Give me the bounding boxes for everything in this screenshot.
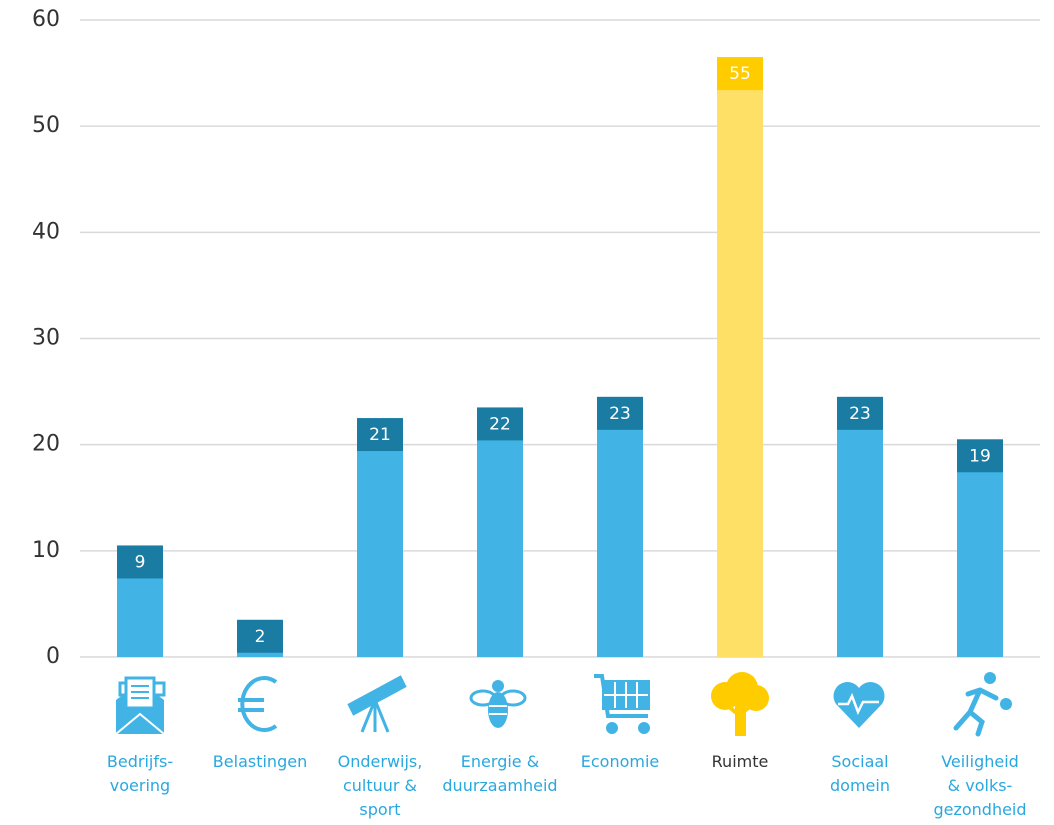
icons <box>115 672 1012 737</box>
euro-icon <box>238 676 278 732</box>
value-label-box <box>237 619 283 653</box>
value-label: 23 <box>849 404 871 424</box>
telescope-icon <box>347 675 407 733</box>
y-tick-label: 60 <box>32 7 60 32</box>
value-label-box <box>717 57 763 91</box>
value-label-box <box>357 418 403 452</box>
x-tick-label: Economie <box>581 752 660 771</box>
value-label: 9 <box>135 552 146 572</box>
x-tick-label: Onderwijs, cultuur & sport <box>338 752 423 819</box>
bar <box>837 412 883 657</box>
envelope-icon <box>115 676 166 735</box>
bar <box>717 73 763 658</box>
x-tick-label: Bedrijfs-voering <box>107 752 173 795</box>
y-tick-label: 20 <box>32 432 60 457</box>
bee-icon <box>469 680 527 728</box>
heart-icon <box>833 681 885 728</box>
y-tick-label: 10 <box>32 538 60 563</box>
value-label: 21 <box>369 425 391 445</box>
x-tick-label: Sociaal domein <box>830 752 890 795</box>
value-label: 2 <box>255 627 266 647</box>
runner-icon <box>953 672 1012 737</box>
y-tick-label: 30 <box>32 326 60 351</box>
value-label: 22 <box>489 414 511 434</box>
y-tick-label: 50 <box>32 113 60 138</box>
y-tick-label: 0 <box>46 644 60 669</box>
x-tick-label: Veiligheid & volks-gezondheid <box>933 752 1026 819</box>
x-tick-label: Belastingen <box>213 752 307 771</box>
bar <box>957 455 1003 657</box>
tree-icon <box>711 672 769 736</box>
bar <box>357 434 403 657</box>
value-label-box <box>597 396 643 430</box>
value-label: 23 <box>609 404 631 424</box>
y-tick-label: 40 <box>32 219 60 244</box>
x-tick-label: Energie & duurzaamheid <box>442 752 557 795</box>
value-label-box <box>837 396 883 430</box>
x-tick-label: Ruimte <box>712 752 769 771</box>
value-label-box <box>957 439 1003 473</box>
value-label: 19 <box>969 446 991 466</box>
value-label: 55 <box>729 64 751 84</box>
bar <box>597 412 643 657</box>
bar <box>477 423 523 657</box>
cart-icon <box>594 674 650 734</box>
value-label-box <box>477 407 523 441</box>
value-label-box <box>117 545 163 579</box>
